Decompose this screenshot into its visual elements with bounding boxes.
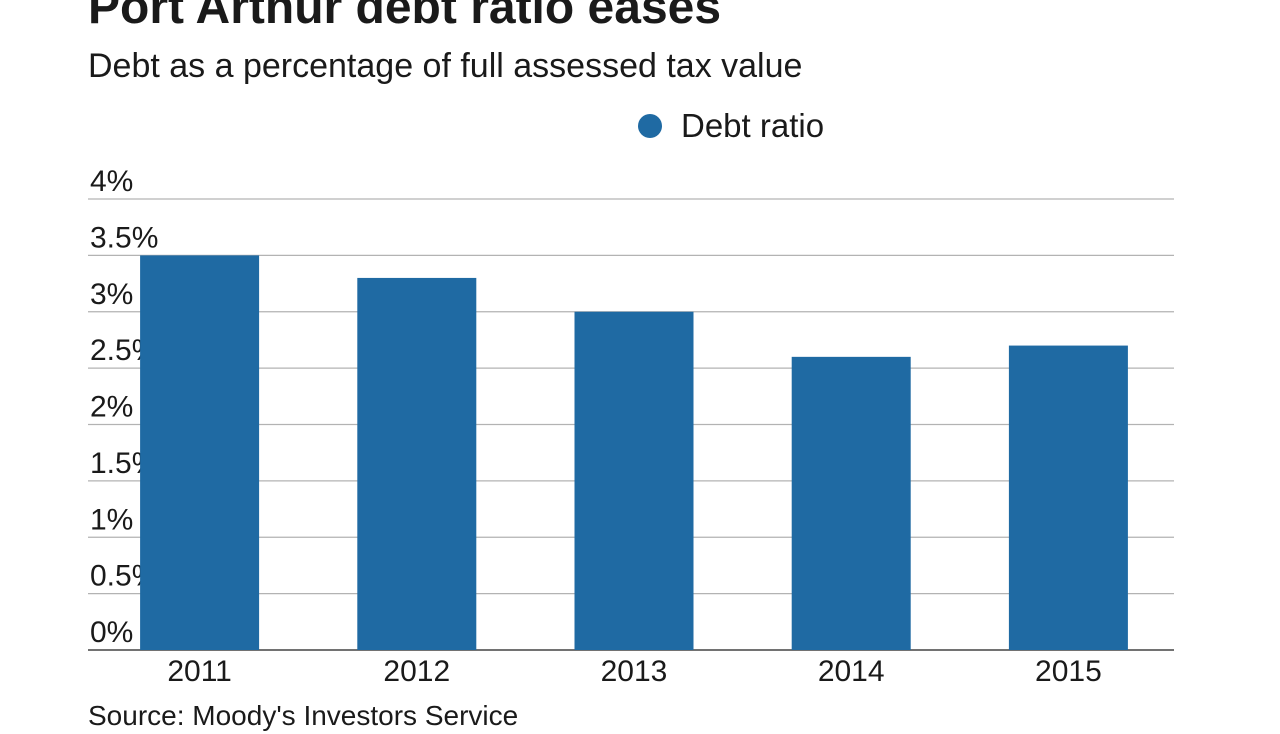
bar-2011 [140, 255, 260, 650]
y-tick-label: 2% [90, 391, 133, 424]
y-tick-label: 1% [90, 503, 133, 536]
legend: Debt ratio [638, 107, 824, 144]
x-axis-ticks: 2011 2012 2013 2014 2015 [167, 655, 1101, 688]
y-axis-ticks: 0%0.5%1%1.5%2%2.5%3%3.5%4% [90, 165, 158, 649]
chart-title: Port Arthur debt ratio eases [88, 0, 722, 34]
bars [140, 255, 1128, 650]
bar-2015 [1008, 345, 1128, 650]
x-tick-label: 2013 [601, 655, 668, 688]
y-tick-label: 3.5% [90, 221, 158, 254]
legend-label: Debt ratio [681, 107, 824, 144]
y-tick-label: 4% [90, 165, 133, 198]
source-note: Source: Moody's Investors Service [88, 700, 519, 731]
x-tick-label: 2014 [818, 655, 885, 688]
bar-2012 [357, 277, 477, 650]
x-tick-label: 2015 [1035, 655, 1102, 688]
y-tick-label: 0% [90, 616, 133, 649]
bar-2014 [791, 356, 911, 650]
chart-subtitle: Debt as a percentage of full assessed ta… [88, 47, 803, 85]
legend-marker [638, 114, 662, 138]
bar-2013 [574, 311, 694, 650]
x-tick-label: 2011 [167, 655, 232, 688]
y-tick-label: 3% [90, 278, 133, 311]
x-tick-label: 2012 [383, 655, 450, 688]
